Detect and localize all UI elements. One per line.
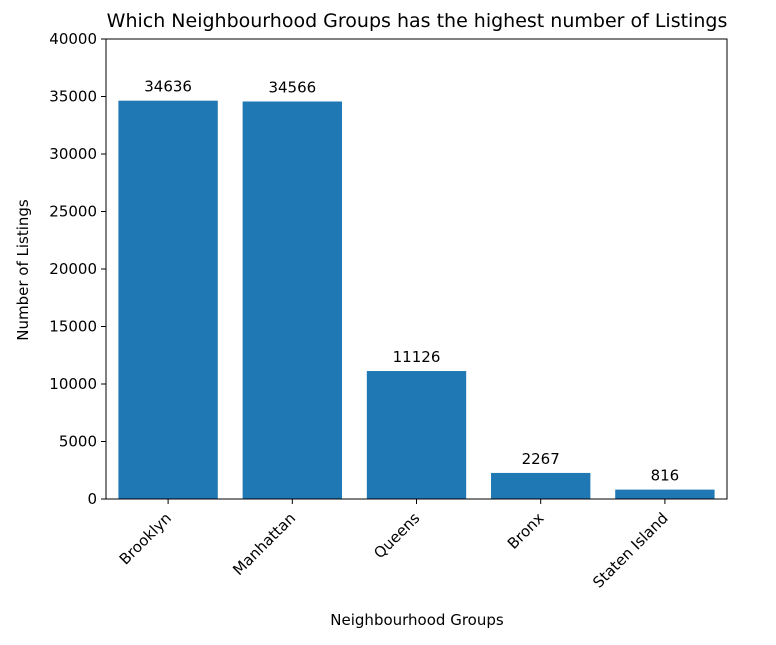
x-tick-label: Manhattan (229, 509, 299, 579)
x-tick-label: Queens (370, 509, 423, 562)
data-label: 2267 (522, 450, 560, 468)
plot-area: 34636 Brooklyn 34566 Manhattan 11126 Queens 22… (49, 30, 728, 592)
x-axis-label: Neighbourhood Groups (330, 611, 504, 629)
y-tick-label: 30000 (49, 145, 97, 163)
plot-frame (105, 38, 728, 500)
y-tick-label: 40000 (49, 30, 97, 48)
data-label: 11126 (393, 348, 441, 366)
bar-brooklyn (118, 100, 218, 499)
y-tick-label: 20000 (49, 260, 97, 278)
bar-staten-island (615, 489, 715, 499)
y-axis-label: Number of Listings (14, 199, 32, 341)
y-tick-label: 15000 (49, 318, 97, 336)
x-tick-label: Staten Island (589, 509, 671, 591)
data-label: 34566 (268, 78, 316, 96)
bar-queens (366, 371, 467, 499)
y-tick-label: 5000 (59, 433, 97, 451)
bar-bronx (491, 472, 591, 499)
x-tick-label: Brooklyn (116, 509, 175, 568)
bar-manhattan (242, 101, 342, 499)
data-label: 816 (651, 467, 680, 485)
data-label: 34636 (144, 78, 192, 96)
y-tick-label: 25000 (49, 203, 97, 221)
x-tick-label: Bronx (504, 509, 548, 553)
y-tick-label: 0 (87, 490, 97, 508)
chart-title: Which Neighbourhood Groups has the highe… (107, 10, 728, 32)
y-tick-label: 10000 (49, 375, 97, 393)
y-tick-label: 35000 (49, 88, 97, 106)
